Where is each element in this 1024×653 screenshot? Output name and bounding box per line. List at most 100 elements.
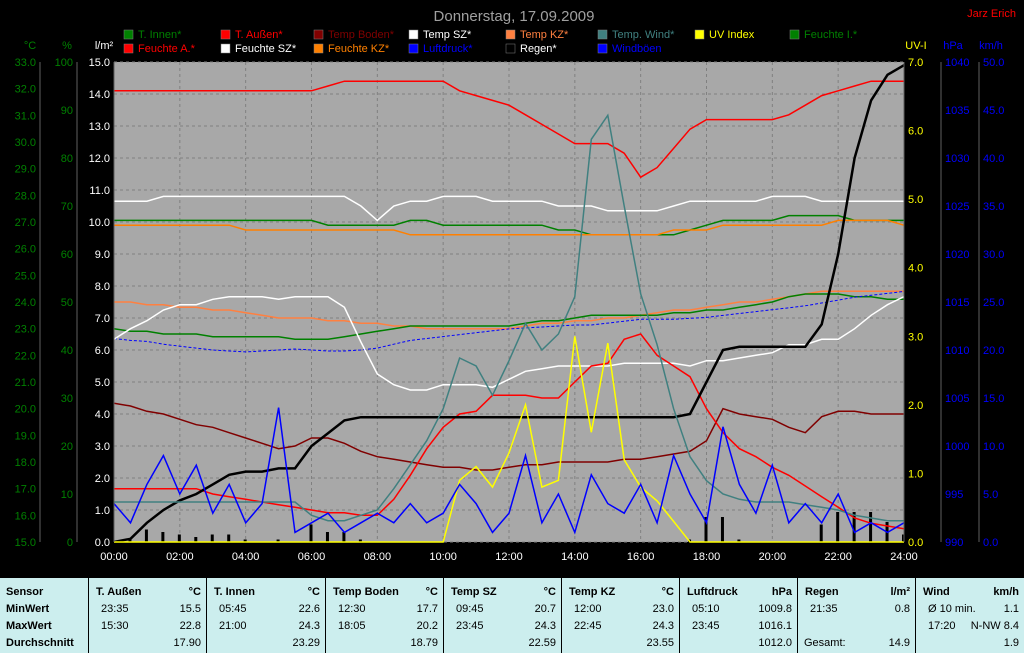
stats-header-name: Wind — [923, 586, 950, 598]
axis-tick-label: 32.0 — [15, 84, 36, 96]
legend-label: Temp Boden* — [328, 29, 395, 41]
stats-min-time: 09:45 — [456, 603, 484, 615]
axis-tick-label: 5.0 — [983, 489, 998, 501]
stats-column: Temp KZ °C 12:00 23.0 22:45 24.3 23.55 — [561, 578, 680, 653]
stats-min-value: 15.5 — [179, 603, 201, 615]
chart-title: Donnerstag, 17.09.2009 — [434, 8, 595, 25]
stats-column: Temp SZ °C 09:45 20.7 23:45 24.3 22.59 — [443, 578, 562, 653]
axis-tick-label: 13.0 — [89, 121, 110, 133]
axis-tick-label: 4.0 — [908, 263, 923, 275]
stats-min-value: 0.8 — [894, 603, 910, 615]
axis-tick-label: 1000 — [945, 441, 969, 453]
stats-max-time: 23:45 — [456, 620, 484, 632]
series-line — [114, 80, 904, 179]
stats-header-name: Regen — [805, 586, 839, 598]
legend: T. Innen* T. Außen* Temp Boden* Temp SZ* Tem… — [123, 29, 858, 55]
rain-bar — [342, 532, 346, 542]
stats-header-unit: l/m² — [890, 586, 910, 598]
rain-bar — [737, 539, 741, 542]
legend-swatch — [123, 43, 134, 54]
stats-max-time: 15:30 — [101, 620, 129, 632]
axis-tick-label: 100 — [55, 57, 73, 69]
rain-bar — [309, 524, 313, 542]
axis-tick-label: 8.0 — [95, 281, 110, 293]
avg-label: Durchschnitt — [6, 637, 74, 649]
legend-swatch — [220, 29, 231, 40]
stats-header-name: T. Außen — [96, 586, 142, 598]
axis-tick-label: 60 — [61, 249, 73, 261]
stats-avg-value: 1012.0 — [758, 637, 792, 649]
stats-max-time: 17:20 — [928, 620, 956, 632]
stats-header-unit: °C — [543, 586, 556, 598]
series-line — [114, 195, 904, 222]
stats-min-time: 23:35 — [101, 603, 129, 615]
axis-tick-label: 10.0 — [983, 441, 1004, 453]
axis-tick-label: 0.0 — [95, 537, 110, 549]
axis-tick-label: 50.0 — [983, 57, 1004, 69]
stats-max-value: 24.3 — [652, 620, 674, 632]
axis-tick-label: 28.0 — [15, 190, 36, 202]
axis-tick-label: 18.0 — [15, 457, 36, 469]
x-tick-label: 10:00 — [429, 551, 457, 563]
stats-min-value: 17.7 — [416, 603, 438, 615]
legend-label: Temp KZ* — [520, 29, 569, 41]
series-line — [113, 293, 904, 341]
axis-tick-label: 19.0 — [15, 430, 36, 442]
rain-bar — [144, 529, 148, 542]
x-tick-label: 22:00 — [824, 551, 852, 563]
stats-header-name: Temp KZ — [569, 586, 616, 598]
axis-tick-label: 1040 — [945, 57, 969, 69]
legend-swatch — [123, 29, 134, 40]
legend-swatch — [313, 29, 324, 40]
stats-avg-value: 14.9 — [888, 637, 910, 649]
axis-tick-label: 26.0 — [15, 244, 36, 256]
legend-label: Windböen — [612, 43, 662, 55]
legend-label: Feuchte KZ* — [328, 43, 390, 55]
axis-tick-label: 17.0 — [15, 484, 36, 496]
axis-tick-label: 16.0 — [15, 510, 36, 522]
stats-min-time: 05:10 — [692, 603, 720, 615]
rain-bar — [358, 539, 362, 542]
axis-tick-label: 1010 — [945, 345, 969, 357]
stats-min-time: 12:00 — [574, 603, 602, 615]
axis-tick-label: 2.0 — [908, 400, 923, 412]
series-line — [113, 402, 904, 471]
axis-tick-label: 15.0 — [15, 537, 36, 549]
series-line — [113, 295, 905, 391]
legend-label: UV Index — [709, 29, 755, 41]
stats-column: Temp Boden °C 12:30 17.7 18:05 20.2 18.79 — [325, 578, 444, 653]
axis-tick-label: 9.0 — [95, 249, 110, 261]
legend-label: Temp. Wind* — [612, 29, 675, 41]
axis-tick-label: 40.0 — [983, 153, 1004, 165]
axis-unit-label: hPa — [943, 40, 963, 52]
axis-tick-label: 20.0 — [15, 404, 36, 416]
stats-min-time: Ø 10 min. — [928, 603, 976, 615]
stats-column: Luftdruck hPa 05:10 1009.8 23:45 1016.1 1012.0 — [679, 578, 798, 653]
legend-swatch — [408, 29, 419, 40]
weather-chart: °C 15.0 16.0 17.0 18.0 19.0 20.0 21.0 22.0 23.0 24… — [14, 8, 1016, 563]
rain-bar — [869, 512, 873, 542]
x-tick-label: 16:00 — [627, 551, 655, 563]
axes: °C 15.0 16.0 17.0 18.0 19.0 20.0 21.0 22.0 23.0 24… — [15, 40, 1005, 563]
legend-swatch — [694, 29, 705, 40]
axis-tick-label: 995 — [945, 489, 963, 501]
stats-header-unit: hPa — [771, 586, 792, 598]
axis-tick-label: 80 — [61, 153, 73, 165]
stats-header-unit: °C — [188, 586, 201, 598]
rain-bar — [819, 524, 823, 542]
stats-avg-label: Gesamt: — [804, 637, 846, 649]
axis-tick-label: 1.0 — [908, 468, 923, 480]
rain-bar — [177, 534, 181, 542]
axis-tick-label: 40 — [61, 345, 73, 357]
stats-avg-value: 22.59 — [528, 637, 556, 649]
series-line — [114, 219, 905, 236]
axis-tick-label: 10.0 — [89, 217, 110, 229]
rain-bar — [243, 539, 247, 542]
rain-bar — [128, 539, 132, 542]
axis-unit-label: UV-I — [905, 40, 926, 52]
axis-tick-label: 45.0 — [983, 105, 1004, 117]
rain-bar — [836, 512, 840, 542]
legend-swatch — [313, 43, 324, 54]
axis-tick-label: 30 — [61, 393, 73, 405]
axis-tick-label: 25.0 — [15, 270, 36, 282]
